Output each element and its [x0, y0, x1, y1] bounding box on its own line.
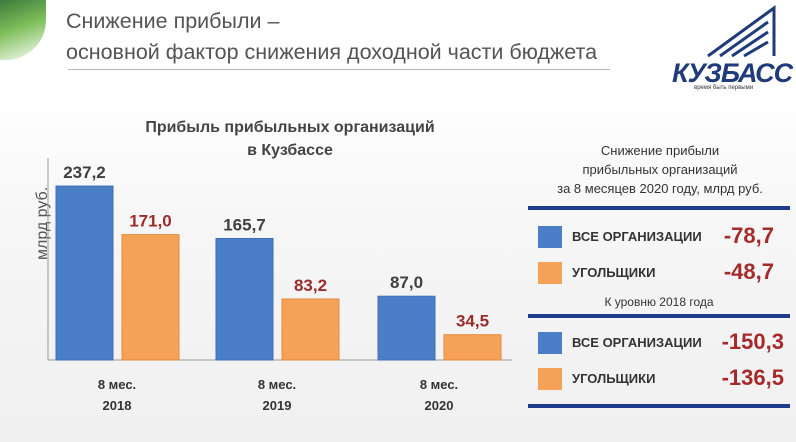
bar-coal-2	[443, 334, 502, 361]
blue-swatch	[538, 332, 562, 354]
x-tick-label-line2-1: 2019	[263, 398, 292, 413]
side-row-coal-2018: УГОЛЬЩИКИ -136,5	[538, 365, 784, 390]
side-divider-top	[528, 206, 790, 210]
bar-all-1	[215, 237, 274, 361]
x-tick-label-line1-2: 8 мес.	[420, 377, 458, 392]
orange-swatch	[538, 368, 562, 390]
side-row-coal-2020: УГОЛЬЩИКИ -48,7	[538, 259, 774, 284]
row-label: ВСЕ ОРГАНИЗАЦИИ	[572, 229, 702, 244]
row-label: УГОЛЬЩИКИ	[572, 371, 656, 386]
data-label-all-0: 237,2	[63, 163, 106, 182]
chart-title: Прибыль прибыльных организаций в Кузбасс…	[90, 116, 490, 162]
title-line-2: основной фактор снижения доходной части …	[66, 40, 598, 64]
x-tick-label-line1-0: 8 мес.	[98, 377, 136, 392]
side-title-line-2: прибыльных организаций	[582, 162, 738, 177]
side-divider-bottom	[528, 404, 790, 408]
bar-all-0	[55, 185, 114, 361]
chart-title-line-2: в Кузбассе	[247, 142, 333, 159]
data-label-all-1: 165,7	[223, 215, 266, 234]
row-label: ВСЕ ОРГАНИЗАЦИИ	[572, 335, 702, 350]
x-tick-label-line1-1: 8 мес.	[258, 377, 296, 392]
side-panel-title: Снижение прибыли прибыльных организаций …	[536, 141, 784, 198]
data-label-coal-1: 83,2	[294, 276, 327, 295]
side-divider-middle	[528, 314, 790, 318]
bar-coal-0	[121, 234, 180, 361]
side-row-all-2018: ВСЕ ОРГАНИЗАЦИИ -150,3	[538, 329, 784, 354]
row-value: -78,7	[723, 223, 774, 248]
row-value: -150,3	[721, 329, 784, 354]
side-title-line-1: Снижение прибыли	[600, 143, 720, 158]
side-row-all-2020: ВСЕ ОРГАНИЗАЦИИ -78,7	[538, 223, 774, 248]
bar-all-2	[377, 295, 436, 361]
row-value: -136,5	[721, 365, 784, 390]
logo-wordmark: КУЗБАСС	[672, 58, 793, 88]
blue-swatch	[538, 226, 562, 248]
row-value: -48,7	[723, 259, 774, 284]
x-tick-label-line2-2: 2020	[425, 398, 454, 413]
chart-title-line-1: Прибыль прибыльных организаций	[145, 119, 435, 136]
logo-tagline: время быть первыми	[694, 85, 754, 91]
title-underline	[68, 69, 610, 70]
kuzbass-logo-icon	[707, 5, 776, 58]
orange-swatch	[538, 262, 562, 284]
x-tick-label-line2-0: 2018	[103, 398, 132, 413]
side-subtitle: К уровню 2018 года	[604, 295, 714, 309]
row-label: УГОЛЬЩИКИ	[572, 265, 656, 280]
data-label-coal-2: 34,5	[456, 312, 489, 331]
data-label-all-2: 87,0	[390, 273, 423, 292]
side-title-line-3: за 8 месяцев 2020 году, млрд руб.	[557, 181, 763, 196]
data-label-coal-0: 171,0	[129, 212, 172, 231]
bar-coal-1	[281, 298, 340, 361]
title-line-1: Снижение прибыли –	[66, 9, 280, 33]
slide-title: Снижение прибыли – основной фактор сниже…	[66, 6, 597, 68]
